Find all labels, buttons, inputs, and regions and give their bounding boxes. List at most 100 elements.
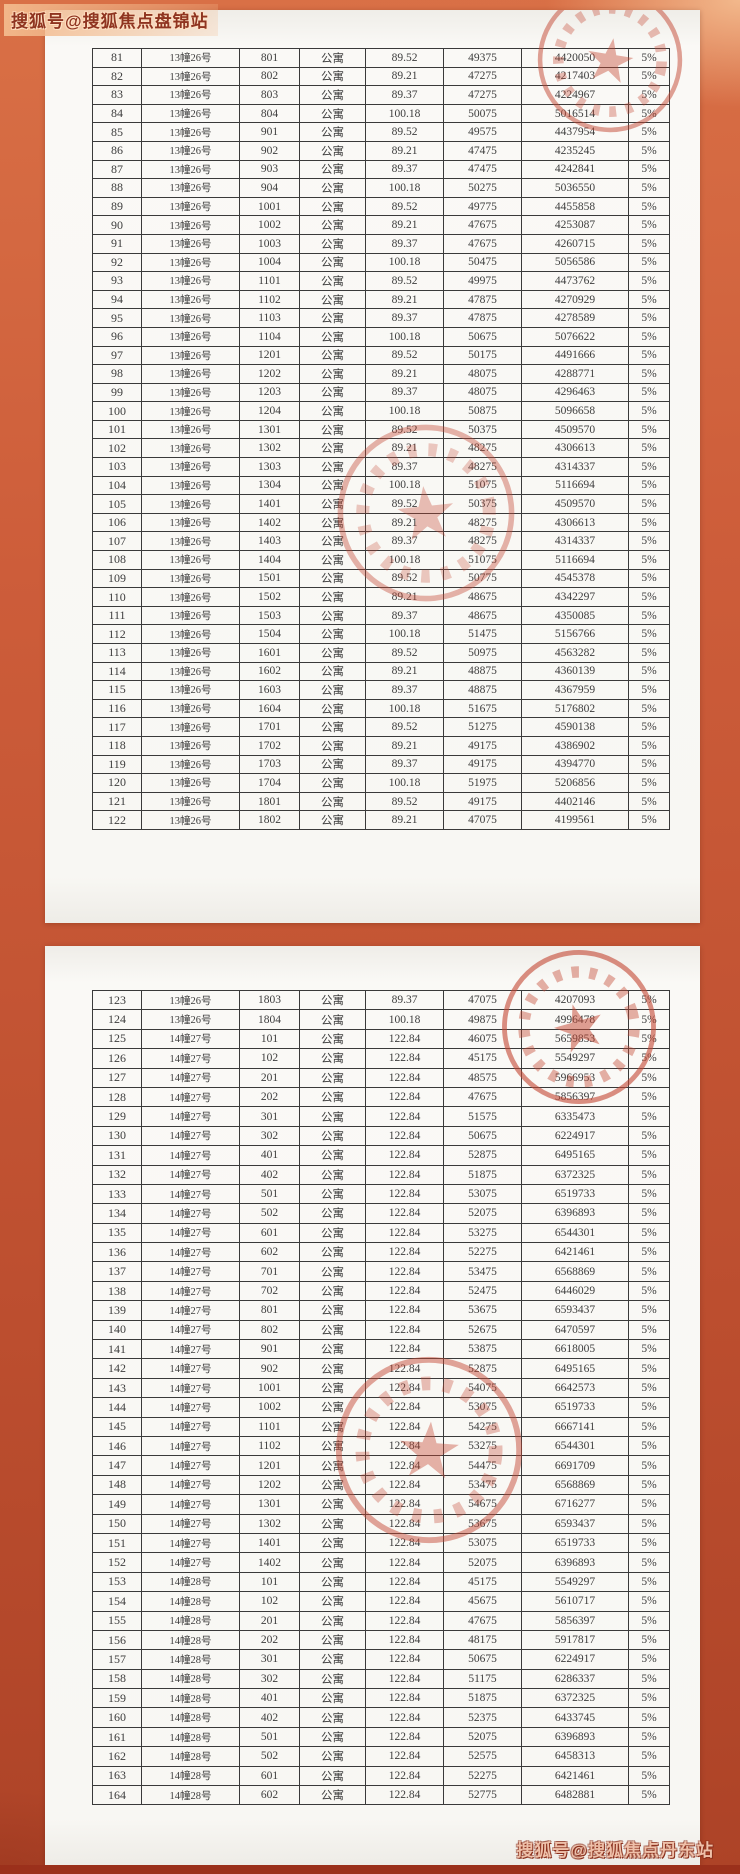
table-cell: 5% [628,1571,670,1593]
table-cell: 50375 [443,419,522,440]
table-cell: 14幢28号 [141,1610,240,1631]
table-cell: 803 [239,85,300,105]
table-row: 139 14幢27号 801 公寓 122.84 53675 6593437 5% [92,1300,670,1321]
table-cell: 1202 [239,364,300,384]
table-cell: 公寓 [299,1067,366,1088]
table-cell: 13幢26号 [141,989,240,1011]
table-row: 84 13幢26号 804 公寓 100.18 50075 5016514 5% [92,103,670,124]
table-cell: 52275 [443,1765,522,1787]
table-cell: 102 [92,438,142,459]
table-cell: 53675 [443,1513,522,1534]
table-cell: 702 [239,1280,300,1302]
table-cell: 13幢26号 [141,773,240,793]
table-cell: 112 [92,624,142,644]
table-cell: 4242841 [521,159,629,180]
table-cell: 122.84 [365,1048,444,1069]
table-cell: 13幢26号 [141,1009,240,1030]
table-cell: 5206856 [521,773,629,793]
table-cell: 公寓 [299,215,366,235]
table-row: 119 13幢26号 1703 公寓 89.37 49175 4394770 5% [92,754,670,775]
table-row: 81 13幢26号 801 公寓 89.52 49375 4420050 5% [92,48,670,68]
table-cell: 公寓 [299,103,366,124]
table-cell: 14幢27号 [141,1086,240,1108]
table-cell: 5% [628,1358,670,1379]
table-row: 162 14幢28号 502 公寓 122.84 52575 6458313 5% [92,1746,670,1767]
table-cell: 103 [92,457,142,477]
table-cell: 6372325 [521,1688,629,1709]
bottom-bar [0,1865,740,1874]
table-cell: 6470597 [521,1319,629,1341]
price-table-page-1: 81 13幢26号 801 公寓 89.52 49375 4420050 5% 82 13幢26号… [92,48,670,830]
table-cell: 13幢26号 [141,122,240,142]
table-cell: 5% [628,1125,670,1147]
table-cell: 5% [628,271,670,291]
table-row: 125 14幢27号 101 公寓 122.84 46075 5659853 5% [92,1028,670,1050]
table-cell: 14幢27号 [141,1339,240,1360]
table-row: 151 14幢27号 1401 公寓 122.84 53075 6519733 5% [92,1532,670,1554]
table-cell: 14幢27号 [141,1145,240,1166]
table-cell: 50875 [443,401,522,421]
table-row: 163 14幢28号 601 公寓 122.84 52275 6421461 5% [92,1765,670,1787]
table-cell: 13幢26号 [141,382,240,403]
table-cell: 501 [239,1183,300,1205]
table-cell: 5% [628,85,670,105]
table-row: 142 14幢27号 902 公寓 122.84 52875 6495165 5% [92,1358,670,1379]
table-cell: 52275 [443,1242,522,1263]
table-cell: 139 [92,1300,142,1321]
table-cell: 401 [239,1145,300,1166]
table-cell: 6372325 [521,1164,629,1185]
table-cell: 5096658 [521,401,629,421]
table-cell: 801 [239,1300,300,1321]
table-cell: 5% [628,1106,670,1127]
table-cell: 5% [628,605,670,626]
table-cell: 公寓 [299,1397,366,1418]
table-cell: 5% [628,1726,670,1748]
table-cell: 公寓 [299,233,366,254]
table-cell: 100.18 [365,475,444,496]
table-cell: 802 [239,66,300,87]
table-cell: 54275 [443,1416,522,1437]
table-cell: 4306613 [521,512,629,533]
table-cell: 公寓 [299,1145,366,1166]
table-row: 85 13幢26号 901 公寓 89.52 49575 4437954 5% [92,122,670,142]
table-cell: 14幢28号 [141,1726,240,1748]
table-cell: 115 [92,680,142,700]
table-cell: 102 [239,1048,300,1069]
table-cell: 5549297 [521,1048,629,1069]
table-cell: 5% [628,1513,670,1534]
watermark-top: 搜狐号@搜狐焦点盘锦站 [4,4,218,36]
table-cell: 5156766 [521,624,629,644]
table-cell: 4509570 [521,419,629,440]
table-row: 164 14幢28号 602 公寓 122.84 52775 6482881 5% [92,1785,670,1806]
table-cell: 52475 [443,1280,522,1302]
table-cell: 903 [239,159,300,180]
table-cell: 159 [92,1688,142,1709]
table-cell: 122.84 [365,1726,444,1748]
table-cell: 100.18 [365,178,444,198]
table-cell: 公寓 [299,48,366,68]
table-cell: 92 [92,252,142,273]
table-cell: 99 [92,382,142,403]
table-cell: 137 [92,1261,142,1282]
table-cell: 公寓 [299,475,366,496]
table-cell: 701 [239,1261,300,1282]
table-cell: 47275 [443,66,522,87]
table-cell: 14幢27号 [141,1416,240,1437]
table-cell: 116 [92,698,142,719]
table-cell: 122.84 [365,1183,444,1205]
table-cell: 52675 [443,1319,522,1341]
table-cell: 89.52 [365,196,444,217]
table-cell: 6396893 [521,1552,629,1573]
table-row: 116 13幢26号 1604 公寓 100.18 51675 5176802 5% [92,698,670,719]
table-cell: 公寓 [299,717,366,737]
table-cell: 84 [92,103,142,124]
table-cell: 6335473 [521,1106,629,1127]
table-cell: 97 [92,345,142,366]
table-cell: 142 [92,1358,142,1379]
table-cell: 14幢27号 [141,1552,240,1573]
table-cell: 89.37 [365,159,444,180]
table-cell: 13幢26号 [141,661,240,682]
table-row: 140 14幢27号 802 公寓 122.84 52675 6470597 5% [92,1319,670,1341]
table-cell: 公寓 [299,1765,366,1787]
table-cell: 50775 [443,568,522,589]
